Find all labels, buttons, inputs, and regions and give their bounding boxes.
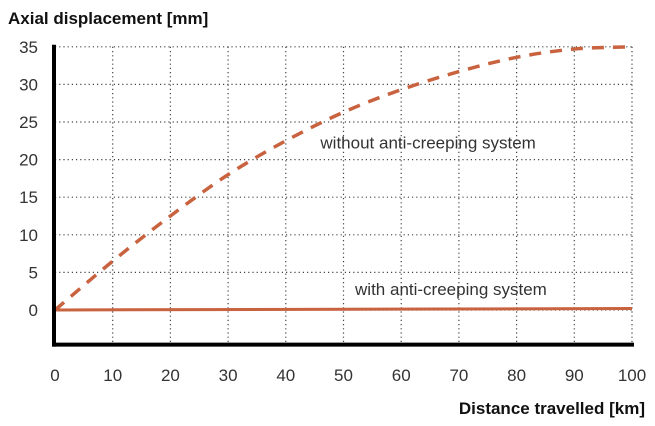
- x-axis-title: Distance travelled [km]: [459, 399, 645, 418]
- axes: [52, 44, 634, 347]
- y-tick-label: 25: [19, 113, 38, 132]
- series-annotation-label: without anti-creeping system: [319, 133, 535, 152]
- series-line-without-anti-creeping: [53, 45, 633, 312]
- y-tick-label: 30: [19, 75, 38, 94]
- y-tick-label: 15: [19, 188, 38, 207]
- grid: [55, 46, 633, 346]
- x-tick-label: 90: [565, 366, 584, 385]
- x-tick-label: 30: [219, 366, 238, 385]
- y-tick-label: 10: [19, 226, 38, 245]
- x-tick-label: 10: [103, 366, 122, 385]
- x-tick-label: 20: [161, 366, 180, 385]
- x-tick-label: 100: [618, 366, 646, 385]
- series-lines: [53, 45, 633, 312]
- y-axis-title: Axial displacement [mm]: [8, 9, 208, 28]
- series-annotation-label: with anti-creeping system: [354, 280, 547, 299]
- x-tick-label: 60: [392, 366, 411, 385]
- y-tick-label: 0: [29, 301, 38, 320]
- x-tick-label: 0: [50, 366, 59, 385]
- tick-labels: 0 10 20 30 40 50 60 70 80 90 100 0 5 10 15 20 25 30 35: [19, 38, 646, 385]
- y-tick-label: 5: [29, 263, 38, 282]
- y-tick-label: 20: [19, 151, 38, 170]
- x-tick-label: 80: [507, 366, 526, 385]
- y-tick-label: 35: [19, 38, 38, 57]
- series-line-with-anti-creeping: [54, 306, 633, 312]
- x-tick-label: 70: [449, 366, 468, 385]
- x-tick-label: 50: [334, 366, 353, 385]
- annotations: without anti-creeping system with anti-cr…: [319, 133, 546, 299]
- x-tick-label: 40: [276, 366, 295, 385]
